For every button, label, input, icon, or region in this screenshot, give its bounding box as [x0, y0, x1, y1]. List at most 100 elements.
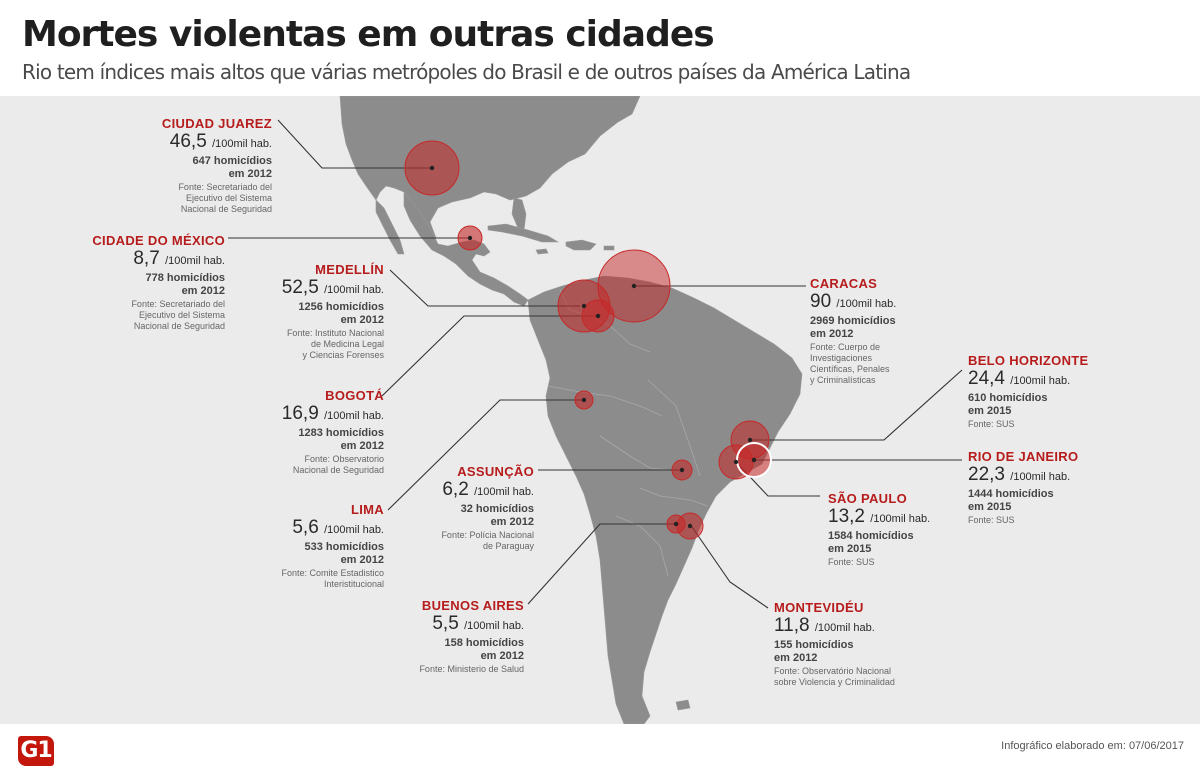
rate-value: 8,7 — [133, 248, 160, 269]
homicide-year: em 2012 — [340, 314, 384, 326]
homicide-count: 155 homicídios — [774, 639, 854, 651]
rate-unit: /100mil hab. — [324, 524, 384, 536]
falklands — [675, 699, 691, 711]
leader-lima — [387, 399, 584, 511]
rate-unit: /100mil hab. — [1010, 375, 1071, 387]
homicide-count: 778 homicídios — [145, 272, 225, 284]
rate-unit: /100mil hab. — [814, 622, 875, 634]
homicide-count: 610 homicídios — [968, 392, 1048, 404]
city-name: BUENOS AIRES — [421, 598, 524, 613]
rate-value: 90 — [810, 291, 832, 312]
rate-unit: /100mil hab. — [464, 620, 524, 632]
city-dots — [429, 165, 757, 529]
rate-unit: /100mil hab. — [212, 138, 272, 150]
source: Fonte: SUS — [968, 515, 1015, 525]
city-name: RIO DE JANEIRO — [968, 449, 1079, 464]
florida — [511, 197, 527, 231]
leader-bogota — [381, 315, 598, 397]
homicide-count: 32 homicídios — [460, 503, 534, 515]
leader-lines — [228, 119, 963, 609]
leader-belo-horizonte — [752, 369, 963, 441]
homicide-year: em 2015 — [968, 405, 1012, 417]
label-montevideu: MONTEVIDÉU 11,8 /100mil hab. 155 homicíd… — [774, 600, 924, 688]
rate-unit: /100mil hab. — [1010, 471, 1071, 483]
leader-medellin — [389, 269, 580, 307]
label-caracas: CARACAS 90 /100mil hab. 2969 homicídios … — [810, 276, 940, 386]
source: Fonte: Ministerio de Salud — [419, 664, 524, 674]
homicide-year: em 2012 — [340, 440, 384, 452]
rate-value: 6,2 — [442, 479, 469, 500]
homicide-year: em 2012 — [480, 650, 524, 662]
city-name: LIMA — [351, 502, 384, 517]
homicide-count: 1584 homicídios — [828, 530, 914, 542]
city-name: MONTEVIDÉU — [774, 600, 864, 615]
puerto-rico — [603, 245, 615, 251]
source: Fonte: SUS — [828, 557, 875, 567]
label-medellin: MEDELLÍN 52,5 /100mil hab. 1256 homicídi… — [240, 262, 384, 361]
city-name: BELO HORIZONTE — [968, 353, 1089, 368]
city-name: BOGOTÁ — [325, 388, 384, 403]
rate-value: 24,4 — [968, 368, 1005, 389]
city-name: CIUDAD JUAREZ — [161, 116, 272, 131]
homicide-year: em 2012 — [340, 554, 384, 566]
source: Fonte: Instituto Nacional de Medicina Le… — [286, 328, 384, 360]
cuba — [487, 223, 560, 243]
homicide-year: em 2015 — [968, 501, 1012, 513]
homicide-year: em 2015 — [828, 543, 872, 555]
rate-value: 52,5 — [281, 277, 319, 298]
page-subtitle: Rio tem índices mais altos que várias me… — [22, 60, 911, 84]
source: Fonte: Comite Estadistico Interistitucio… — [281, 568, 384, 589]
rate-unit: /100mil hab. — [324, 410, 384, 422]
source: Fonte: Polícia Nacional de Paraguay — [441, 530, 534, 551]
label-sao-paulo: SÃO PAULO 13,2 /100mil hab. 1584 homicíd… — [828, 491, 958, 568]
rate-value: 13,2 — [828, 506, 865, 527]
south-america — [527, 275, 803, 724]
homicide-year: em 2012 — [228, 168, 272, 180]
jamaica — [535, 248, 549, 255]
label-ciudad-juarez: CIUDAD JUAREZ 46,5 /100mil hab. 647 homi… — [120, 116, 272, 215]
source: Fonte: Cuerpo de Investigaciones Científ… — [810, 342, 890, 385]
label-cidade-do-mexico: CIDADE DO MÉXICO 8,7 /100mil hab. 778 ho… — [72, 233, 225, 332]
homicide-year: em 2012 — [490, 516, 534, 528]
rate-value: 16,9 — [281, 403, 319, 424]
homicide-count: 533 homicídios — [304, 541, 384, 553]
source: Fonte: Secretariado del Ejecutivo del Si… — [131, 299, 225, 331]
map — [228, 96, 963, 724]
label-buenos-aires: BUENOS AIRES 5,5 /100mil hab. 158 homicí… — [380, 598, 524, 675]
rate-unit: /100mil hab. — [474, 486, 534, 498]
label-lima: LIMA 5,6 /100mil hab. 533 homicídios em … — [240, 502, 384, 590]
rate-unit: /100mil hab. — [836, 298, 897, 310]
credit-text: Infográfico elaborado em: 07/06/2017 — [1001, 740, 1184, 752]
footer — [0, 724, 1200, 778]
page-title: Mortes violentas em outras cidades — [22, 14, 715, 55]
homicide-count: 1283 homicídios — [298, 427, 384, 439]
homicide-count: 1256 homicídios — [298, 301, 384, 313]
homicide-year: em 2012 — [774, 652, 818, 664]
source: Fonte: Observatorio Nacional de Segurida… — [292, 454, 384, 475]
baja-california — [375, 199, 405, 255]
rate-unit: /100mil hab. — [165, 255, 225, 267]
label-belo-horizonte: BELO HORIZONTE 24,4 /100mil hab. 610 hom… — [968, 353, 1108, 430]
homicide-count: 1444 homicídios — [968, 488, 1054, 500]
source: Fonte: SUS — [968, 419, 1015, 429]
source: Fonte: Observatório Nacional sobre Viole… — [774, 666, 895, 687]
rate-unit: /100mil hab. — [324, 284, 384, 296]
label-assuncao: ASSUNÇÃO 6,2 /100mil hab. 32 homicídios … — [398, 464, 534, 552]
hispaniola — [565, 239, 597, 251]
homicide-year: em 2012 — [810, 328, 854, 340]
rate-value: 5,6 — [292, 517, 319, 538]
city-name: ASSUNÇÃO — [457, 464, 534, 479]
label-rio-de-janeiro: RIO DE JANEIRO 22,3 /100mil hab. 1444 ho… — [968, 449, 1108, 526]
homicide-count: 2969 homicídios — [810, 315, 896, 327]
g1-logo: G1 — [18, 736, 54, 766]
city-name: SÃO PAULO — [828, 491, 908, 506]
source: Fonte: Secretariado del Ejecutivo del Si… — [178, 182, 272, 214]
rate-value: 5,5 — [432, 613, 459, 634]
homicide-year: em 2012 — [181, 285, 225, 297]
rate-value: 46,5 — [169, 131, 207, 152]
label-bogota: BOGOTÁ 16,9 /100mil hab. 1283 homicídios… — [240, 388, 384, 476]
rate-unit: /100mil hab. — [870, 513, 931, 525]
header: Mortes violentas em outras cidades Rio t… — [0, 0, 1200, 96]
leader-ciudad-juarez — [277, 119, 432, 169]
city-name: CARACAS — [810, 276, 878, 291]
